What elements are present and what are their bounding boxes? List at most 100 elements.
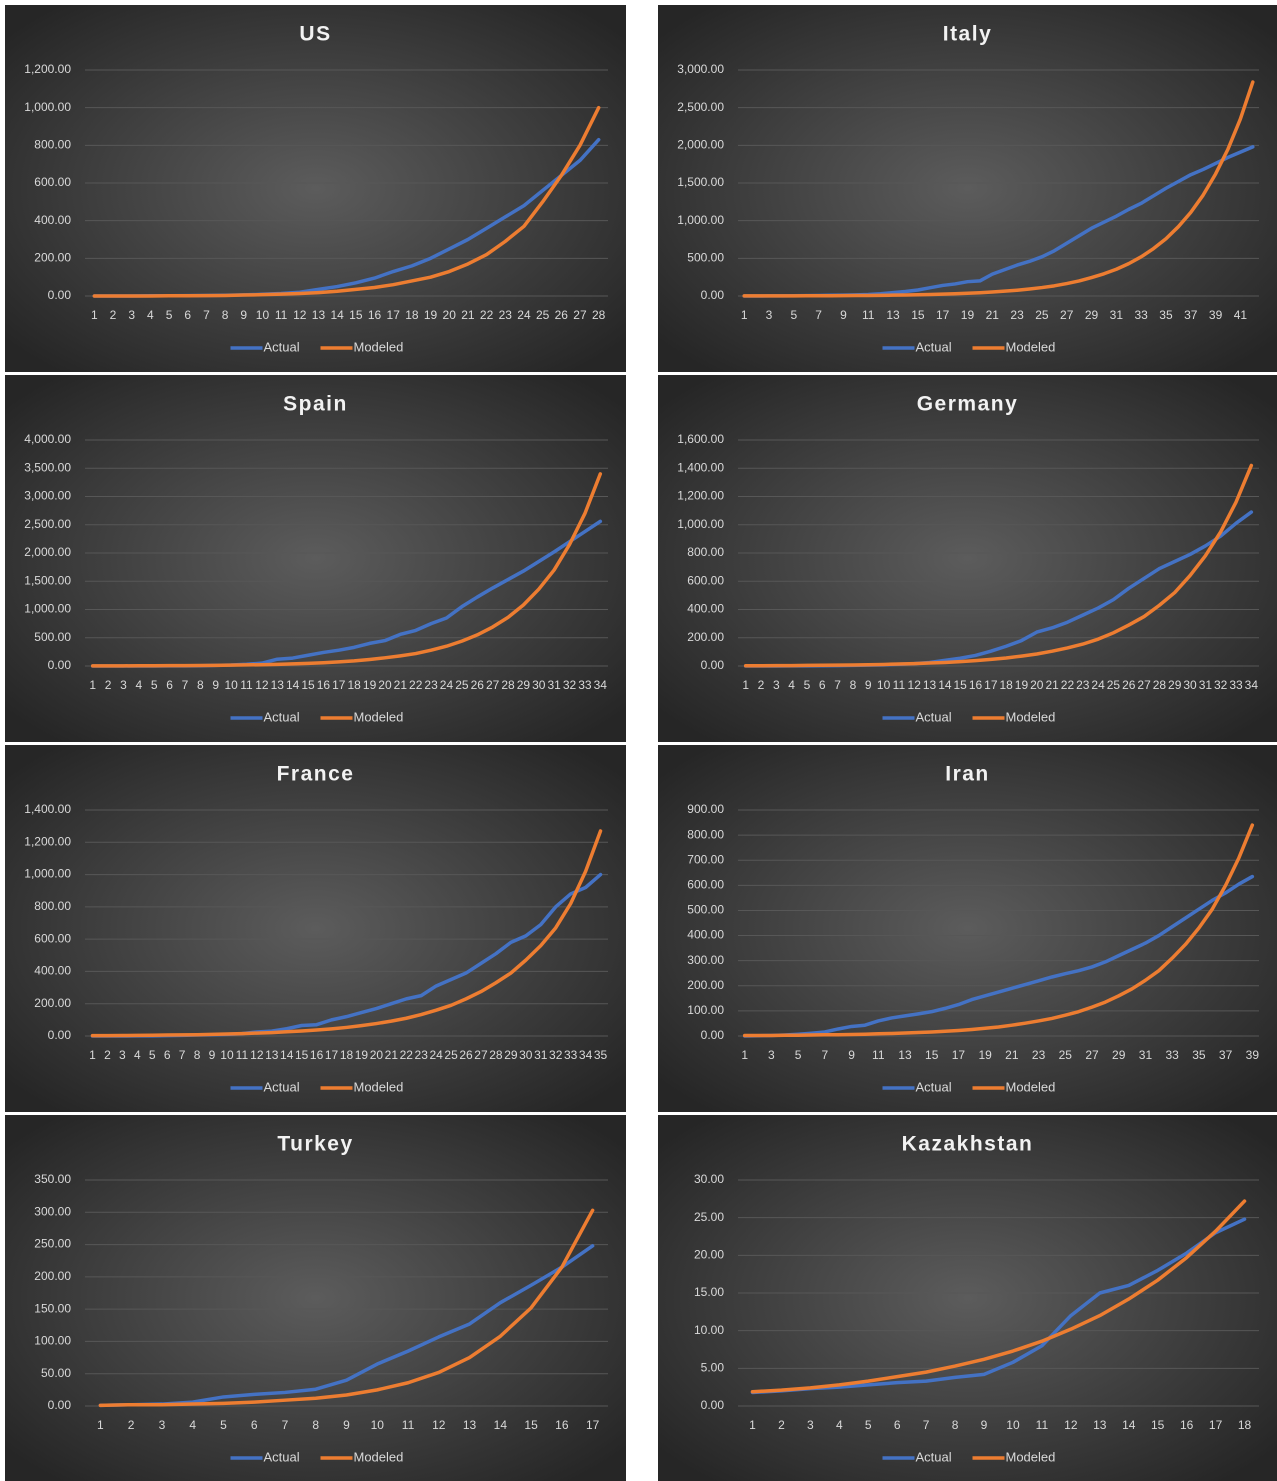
x-tick-label: 2 [105, 678, 112, 692]
x-tick-label: 2 [128, 1418, 135, 1432]
x-tick-label: 3 [768, 1048, 775, 1062]
x-tick-label: 13 [886, 308, 900, 322]
x-tick-label: 23 [1032, 1048, 1046, 1062]
x-tick-label: 12 [255, 678, 269, 692]
x-tick-label: 17 [1209, 1418, 1223, 1432]
panel-background [658, 375, 1277, 742]
y-tick-label: 800.00 [687, 545, 724, 559]
y-tick-label: 4,000.00 [24, 432, 71, 446]
y-tick-label: 1,400.00 [677, 460, 724, 474]
y-tick-label: 50.00 [41, 1366, 71, 1380]
x-tick-label: 5 [804, 678, 811, 692]
chart-title: Italy [943, 23, 993, 46]
x-tick-label: 24 [1091, 678, 1105, 692]
x-tick-label: 12 [293, 308, 307, 322]
legend-label: Modeled [354, 1449, 404, 1464]
x-tick-label: 25 [1035, 308, 1049, 322]
x-tick-label: 30 [1183, 678, 1197, 692]
y-tick-label: 200.00 [687, 630, 724, 644]
y-tick-label: 0.00 [701, 1028, 725, 1042]
x-tick-label: 2 [104, 1048, 111, 1062]
x-tick-label: 35 [1159, 308, 1173, 322]
y-tick-label: 800.00 [34, 899, 71, 913]
x-tick-label: 6 [164, 1048, 171, 1062]
x-tick-label: 31 [1110, 308, 1124, 322]
x-tick-label: 5 [795, 1048, 802, 1062]
x-tick-label: 17 [936, 308, 950, 322]
y-tick-label: 1,500.00 [677, 175, 724, 189]
x-tick-label: 25 [455, 678, 469, 692]
legend-label: Actual [264, 1079, 300, 1094]
series-line [742, 823, 1255, 1038]
chart-title: Kazakhstan [902, 1133, 1034, 1156]
legend-label: Modeled [1006, 709, 1056, 724]
y-tick-label: 2,500.00 [677, 100, 724, 114]
x-tick-label: 3 [159, 1418, 166, 1432]
x-tick-label: 19 [961, 308, 975, 322]
x-tick-label: 9 [840, 308, 847, 322]
x-tick-label: 8 [222, 308, 229, 322]
series-line [750, 1217, 1247, 1395]
x-tick-label: 9 [865, 678, 872, 692]
x-tick-label: 9 [981, 1418, 988, 1432]
x-tick-label: 1 [742, 678, 749, 692]
chart-panel: Italy 0.00 500.00 1,000.00 1,500.00 2,000.00 2… [658, 5, 1277, 372]
x-tick-label: 13 [271, 678, 285, 692]
x-tick-label: 34 [1245, 678, 1259, 692]
x-tick-label: 16 [310, 1048, 324, 1062]
y-tick-label: 30.00 [694, 1172, 724, 1186]
x-tick-label: 6 [819, 678, 826, 692]
y-tick-label: 700.00 [687, 852, 724, 866]
x-tick-label: 34 [594, 678, 608, 692]
legend-label: Modeled [354, 1079, 404, 1094]
x-tick-label: 26 [459, 1048, 473, 1062]
legend-label: Actual [916, 1079, 952, 1094]
y-tick-label: 400.00 [34, 213, 71, 227]
legend-label: Modeled [354, 709, 404, 724]
x-tick-label: 8 [952, 1418, 959, 1432]
legend-label: Actual [264, 709, 300, 724]
x-tick-label: 17 [984, 678, 998, 692]
x-tick-label: 12 [1064, 1418, 1078, 1432]
x-tick-label: 2 [778, 1418, 785, 1432]
x-tick-label: 15 [954, 678, 968, 692]
x-tick-label: 4 [189, 1418, 196, 1432]
x-tick-label: 3 [807, 1418, 814, 1432]
x-tick-label: 24 [429, 1048, 443, 1062]
y-tick-label: 3,000.00 [677, 62, 724, 76]
x-tick-label: 18 [1238, 1418, 1252, 1432]
panel-background [658, 1115, 1277, 1481]
x-tick-label: 5 [149, 1048, 156, 1062]
x-tick-label: 17 [387, 308, 401, 322]
series-line [742, 874, 1255, 1038]
x-tick-label: 19 [355, 1048, 369, 1062]
y-tick-label: 150.00 [34, 1301, 71, 1315]
y-tick-label: 1,500.00 [24, 573, 71, 587]
x-tick-label: 16 [317, 678, 331, 692]
x-tick-label: 15 [1151, 1418, 1165, 1432]
x-tick-label: 29 [1085, 308, 1099, 322]
x-tick-label: 27 [1085, 1048, 1099, 1062]
x-tick-label: 25 [1059, 1048, 1073, 1062]
x-tick-label: 27 [486, 678, 500, 692]
x-tick-label: 29 [517, 678, 531, 692]
legend-label: Actual [916, 339, 952, 354]
x-tick-label: 7 [821, 1048, 828, 1062]
x-tick-label: 25 [536, 308, 550, 322]
y-tick-label: 1,200.00 [24, 62, 71, 76]
legend-label: Modeled [354, 339, 404, 354]
x-tick-label: 26 [1122, 678, 1136, 692]
x-tick-label: 13 [463, 1418, 477, 1432]
x-tick-label: 6 [894, 1418, 901, 1432]
series-line [92, 105, 601, 298]
y-tick-label: 200.00 [34, 996, 71, 1010]
x-tick-label: 2 [758, 678, 765, 692]
x-tick-label: 14 [330, 308, 344, 322]
series-line [98, 1208, 595, 1408]
y-tick-label: 0.00 [701, 1398, 725, 1412]
x-tick-label: 22 [480, 308, 494, 322]
chart-panel: Kazakhstan 0.00 5.00 10.00 15.00 20.00 25.00 30… [658, 1115, 1277, 1481]
chart-title: Spain [283, 393, 348, 416]
x-tick-label: 28 [501, 678, 515, 692]
y-tick-label: 1,200.00 [677, 489, 724, 503]
